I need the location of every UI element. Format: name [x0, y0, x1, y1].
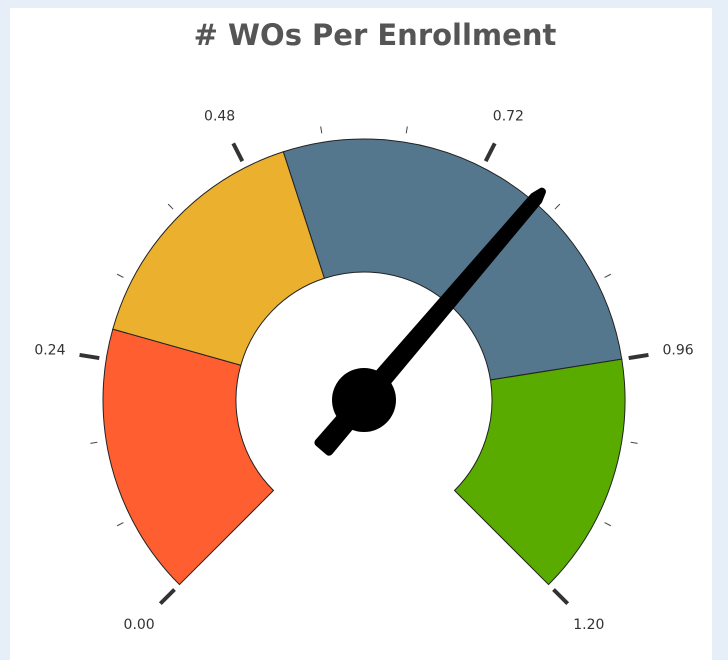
chart-title: # WOs Per Enrollment: [194, 18, 557, 52]
minor-tick: [405, 126, 408, 134]
minor-tick: [320, 126, 323, 134]
minor-tick: [604, 273, 612, 278]
major-tick: [483, 142, 497, 163]
gauge-band: [102, 328, 275, 586]
tick-label: 0.00: [124, 617, 155, 633]
major-tick: [628, 352, 649, 361]
tick-label: 0.24: [34, 342, 65, 358]
major-tick: [158, 588, 176, 606]
minor-tick: [116, 522, 124, 527]
gauge-band: [112, 151, 326, 366]
minor-tick: [554, 203, 561, 210]
minor-tick: [90, 441, 98, 444]
tick-label: 0.72: [493, 109, 524, 125]
needle-hub: [332, 368, 396, 432]
minor-tick: [630, 441, 638, 444]
needle: [314, 187, 546, 456]
minor-tick: [604, 522, 612, 527]
major-tick: [79, 352, 100, 361]
major-tick: [552, 588, 570, 606]
gauge-band: [282, 138, 623, 381]
minor-tick: [167, 203, 174, 210]
tick-label: 0.96: [662, 342, 693, 358]
tick-label: 1.20: [573, 617, 604, 633]
tick-label: 0.48: [204, 109, 235, 125]
major-tick: [231, 142, 245, 163]
gauge-band: [453, 358, 626, 586]
minor-tick: [116, 273, 124, 278]
